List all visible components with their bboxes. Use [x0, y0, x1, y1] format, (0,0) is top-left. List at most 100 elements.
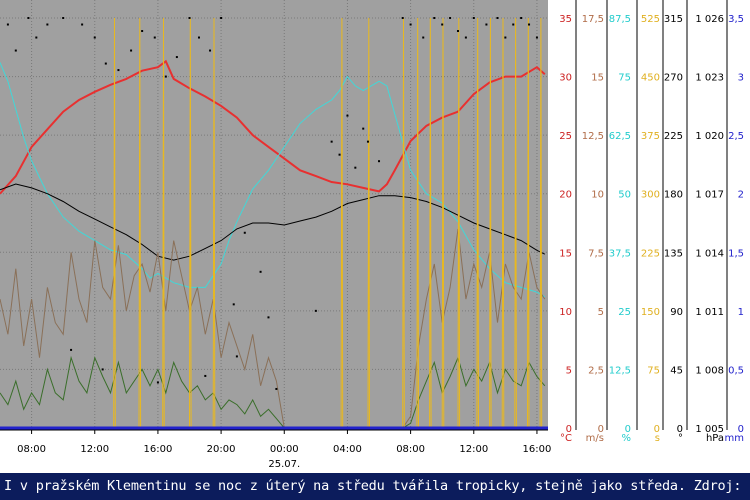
y-tick-label: 225 — [641, 248, 660, 259]
scatter-point — [70, 348, 73, 351]
scatter-point — [153, 36, 156, 39]
scatter-point — [267, 316, 270, 319]
scatter-point — [504, 36, 507, 39]
scatter-point — [117, 69, 120, 72]
plot-area — [0, 0, 548, 430]
scatter-point — [366, 140, 369, 143]
scatter-point — [235, 355, 238, 358]
y-tick-label: 450 — [641, 73, 660, 84]
scatter-point — [164, 75, 167, 78]
y-tick-label: 30 — [559, 73, 572, 84]
scatter-point — [346, 114, 349, 117]
scatter-point — [330, 140, 333, 143]
scatter-point — [259, 270, 262, 273]
y-tick-label: 15 — [559, 248, 572, 259]
y-tick-label: 135 — [664, 248, 683, 259]
y-tick-label: 3,5 — [728, 14, 744, 25]
scatter-point — [220, 17, 223, 19]
y-tick-label: 1 — [738, 307, 744, 318]
y-tick-label: 5 — [566, 365, 572, 376]
y-tick-label: 10 — [591, 190, 604, 201]
scatter-point — [27, 17, 30, 19]
y-tick-label: 12,5 — [582, 131, 604, 142]
weather-chart: 35302520151050°C17,51512,5107,552,50m/s8… — [0, 0, 744, 470]
scatter-point — [496, 17, 499, 19]
scatter-point — [378, 160, 381, 163]
scatter-point — [175, 56, 178, 59]
axis-unit: hPa — [706, 433, 724, 444]
axis-unit: m/s — [586, 433, 604, 444]
x-tick-label: 12:00 — [80, 444, 109, 455]
scatter-point — [354, 166, 357, 169]
series-line-4 — [0, 355, 546, 429]
y-tick-label: 270 — [664, 73, 683, 84]
y-tick-label: 7,5 — [588, 248, 604, 259]
y-tick-label: 15 — [591, 73, 604, 84]
series-lines — [0, 17, 548, 430]
axis-unit: ° — [678, 433, 683, 444]
y-tick-label: 75 — [647, 365, 660, 376]
y-tick-label: 0 — [677, 424, 683, 435]
x-tick-label: 20:00 — [207, 444, 236, 455]
y-tick-label: 1 020 — [695, 131, 724, 142]
scatter-point — [62, 17, 65, 19]
axis-unit: s — [655, 433, 660, 444]
y-tick-label: 0,5 — [728, 365, 744, 376]
scatter-point — [472, 17, 475, 19]
scatter-point — [485, 23, 488, 26]
scatter-point — [433, 17, 436, 19]
y-tick-label: 3 — [738, 73, 744, 84]
y-tick-label: 375 — [641, 131, 660, 142]
scatter-point — [314, 309, 317, 312]
x-tick-label: 16:00 — [144, 444, 173, 455]
x-tick-label: 04:00 — [333, 444, 362, 455]
scatter-point — [409, 23, 412, 26]
axis-unit: °C — [560, 433, 572, 444]
scatter-point — [188, 17, 191, 19]
y-tick-label: 0 — [654, 424, 660, 435]
scatter-point — [528, 23, 531, 26]
x-tick-label: 00:00 — [270, 444, 299, 455]
y-tick-label: 35 — [559, 14, 572, 25]
scatter-point — [101, 368, 104, 371]
y-tick-label: 1 011 — [695, 307, 724, 318]
y-tick-label: 90 — [670, 307, 683, 318]
scatter-point — [204, 374, 207, 377]
y-tick-label: 87,5 — [609, 14, 631, 25]
scatter-point — [338, 153, 341, 156]
y-tick-label: 37,5 — [609, 248, 631, 259]
y-tick-label: 25 — [618, 307, 631, 318]
y-tick-label: 1,5 — [728, 248, 744, 259]
scatter-point — [422, 36, 425, 39]
scatter-point — [232, 303, 235, 306]
y-tick-label: 17,5 — [582, 14, 604, 25]
y-tick-label: 50 — [618, 190, 631, 201]
y-tick-label: 1 008 — [695, 365, 724, 376]
scatter-point — [456, 30, 459, 33]
x-tick-label: 16:00 — [523, 444, 552, 455]
x-tick-label: 08:00 — [396, 444, 425, 455]
y-tick-label: 0 — [625, 424, 631, 435]
y-tick-label: 5 — [598, 307, 604, 318]
x-tick-label: 12:00 — [459, 444, 488, 455]
scatter-point — [14, 49, 17, 52]
y-tick-label: 0 — [738, 424, 744, 435]
y-tick-label: 62,5 — [609, 131, 631, 142]
scatter-point — [141, 30, 144, 33]
scatter-point — [209, 49, 212, 52]
y-tick-label: 1 023 — [695, 73, 724, 84]
scatter-point — [362, 127, 365, 130]
scatter-point — [441, 23, 444, 26]
scatter-point — [243, 231, 246, 234]
y-tick-label: 75 — [618, 73, 631, 84]
x-tick-label: 08:00 — [17, 444, 46, 455]
y-tick-label: 300 — [641, 190, 660, 201]
series-line-3 — [0, 228, 546, 429]
scatter-point — [520, 17, 523, 19]
y-tick-label: 2,5 — [588, 365, 604, 376]
axis-unit: % — [621, 433, 631, 444]
scatter-point — [46, 23, 49, 26]
y-tick-label: 25 — [559, 131, 572, 142]
scatter-point — [104, 62, 107, 65]
y-tick-label: 180 — [664, 190, 683, 201]
